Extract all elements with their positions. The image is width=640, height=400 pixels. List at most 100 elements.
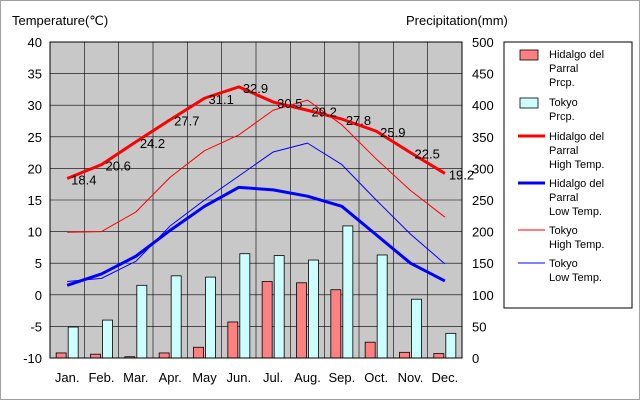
precip-bar — [342, 225, 354, 359]
left-axis-tick: 40 — [28, 35, 42, 50]
legend-label: Tokyo — [549, 97, 578, 109]
precip-bar — [67, 326, 79, 359]
legend-label: Hidalgo del — [549, 131, 604, 143]
precip-bar — [136, 284, 148, 359]
precip-bar — [330, 289, 342, 359]
right-axis-tick: 300 — [472, 161, 494, 176]
precip-bar — [239, 253, 251, 359]
precip-bar — [399, 351, 410, 359]
precip-bar — [170, 275, 182, 359]
temp-line — [66, 85, 446, 180]
left-axis-tick: 25 — [28, 130, 42, 145]
left-axis-tick: 20 — [28, 161, 42, 176]
x-axis-tick: Jun. — [227, 370, 252, 385]
high-temp-label: 27.8 — [346, 113, 371, 128]
x-axis-tick: May — [192, 370, 217, 385]
legend-box — [503, 41, 633, 309]
high-temp-label: 32.9 — [243, 81, 268, 96]
temperature-lines — [66, 85, 446, 287]
precip-bar — [433, 353, 445, 359]
precip-bar — [102, 319, 113, 359]
high-temp-label: 25.9 — [380, 125, 405, 140]
precip-bar — [364, 341, 376, 359]
x-axis-tick: Aug. — [294, 370, 321, 385]
temp-line — [67, 99, 446, 233]
high-temp-label: 24.2 — [140, 136, 165, 151]
temp-line — [67, 142, 446, 283]
high-temp-data-labels: 18.4 20.6 24.2 27.7 31.1 32.9 30.5 29.2 27.8 25.9… — [71, 81, 474, 188]
left-axis-tick: 30 — [28, 98, 42, 113]
x-axis-tick: Apr. — [159, 370, 182, 385]
right-axis-tick: 150 — [472, 256, 494, 271]
legend-label: Tokyo — [549, 225, 578, 237]
right-axis-tick: 100 — [472, 288, 494, 303]
precip-bar — [193, 346, 204, 359]
high-temp-label: 18.4 — [71, 173, 96, 188]
left-axis-tick: 35 — [28, 67, 42, 82]
precip-bar — [55, 352, 67, 359]
high-temp-label: 29.2 — [312, 104, 337, 119]
precip-bar — [273, 255, 285, 359]
left-axis-tick: -10 — [23, 351, 42, 366]
right-axis-title: Precipitation(mm) — [406, 13, 508, 28]
plot-border — [49, 41, 463, 359]
legend-label: Parral — [549, 192, 578, 204]
x-axis-tick: Jan. — [55, 370, 80, 385]
precip-bar — [376, 254, 388, 359]
x-axis-tick: Oct. — [364, 370, 388, 385]
x-axis-tick: Jul. — [263, 370, 283, 385]
right-axis-tick: 400 — [472, 98, 494, 113]
legend-label: Low Temp. — [549, 272, 602, 284]
legend-label: High Temp. — [549, 239, 604, 251]
precip-bar — [261, 281, 273, 359]
precip-bar — [296, 282, 307, 359]
legend-label: Hidalgo del — [549, 178, 604, 190]
high-temp-label: 20.6 — [106, 159, 131, 174]
left-axis-tick: -5 — [30, 319, 42, 334]
legend-label: High Temp. — [549, 159, 604, 171]
right-axis-tick: 200 — [472, 225, 494, 240]
x-axis-tick: Sep. — [328, 370, 355, 385]
left-axis-tick: 5 — [35, 256, 42, 271]
high-temp-label: 19.2 — [449, 167, 474, 182]
right-axis-tick: 350 — [472, 130, 494, 145]
left-axis-tick: 10 — [28, 225, 42, 240]
right-axis-tick: 50 — [472, 319, 486, 334]
precip-bar — [90, 353, 101, 359]
x-axis-tick: Dec. — [431, 370, 458, 385]
right-axis-tick: 0 — [472, 351, 479, 366]
grid-lines — [50, 42, 462, 358]
right-axis-tick: 250 — [472, 193, 494, 208]
legend-label: Hidalgo del — [549, 49, 604, 61]
legend-swatch — [519, 49, 539, 61]
high-temp-label: 31.1 — [209, 92, 234, 107]
precip-bar — [158, 352, 170, 359]
legend-swatch — [519, 97, 539, 109]
left-axis-title: Temperature(℃) — [12, 13, 108, 28]
precip-bar — [411, 298, 422, 359]
legend-label: Prcp. — [549, 111, 575, 123]
high-temp-label: 30.5 — [277, 96, 302, 111]
right-axis-tick: 500 — [472, 35, 494, 50]
precip-bar — [445, 332, 457, 359]
precip-bar — [205, 276, 216, 359]
left-axis-tick: 15 — [28, 193, 42, 208]
legend-label: Tokyo — [549, 258, 578, 270]
legend: Hidalgo del Parral Prcp. Tokyo Prcp. Hidalgo … — [503, 41, 633, 309]
high-temp-label: 27.7 — [174, 114, 199, 129]
precip-bar — [227, 321, 239, 359]
right-axis-tick: 450 — [472, 67, 494, 82]
legend-label: Parral — [549, 145, 578, 157]
left-axis-tick: 0 — [35, 288, 42, 303]
x-axis-tick: Nov. — [398, 370, 424, 385]
legend-label: Low Temp. — [549, 206, 602, 218]
temp-line — [66, 185, 446, 287]
precip-bar — [308, 259, 319, 359]
high-temp-label: 22.5 — [415, 147, 440, 162]
x-axis-tick: Feb. — [88, 370, 114, 385]
legend-label: Parral — [549, 63, 578, 75]
x-axis-tick: Mar. — [123, 370, 148, 385]
legend-label: Prcp. — [549, 77, 575, 89]
